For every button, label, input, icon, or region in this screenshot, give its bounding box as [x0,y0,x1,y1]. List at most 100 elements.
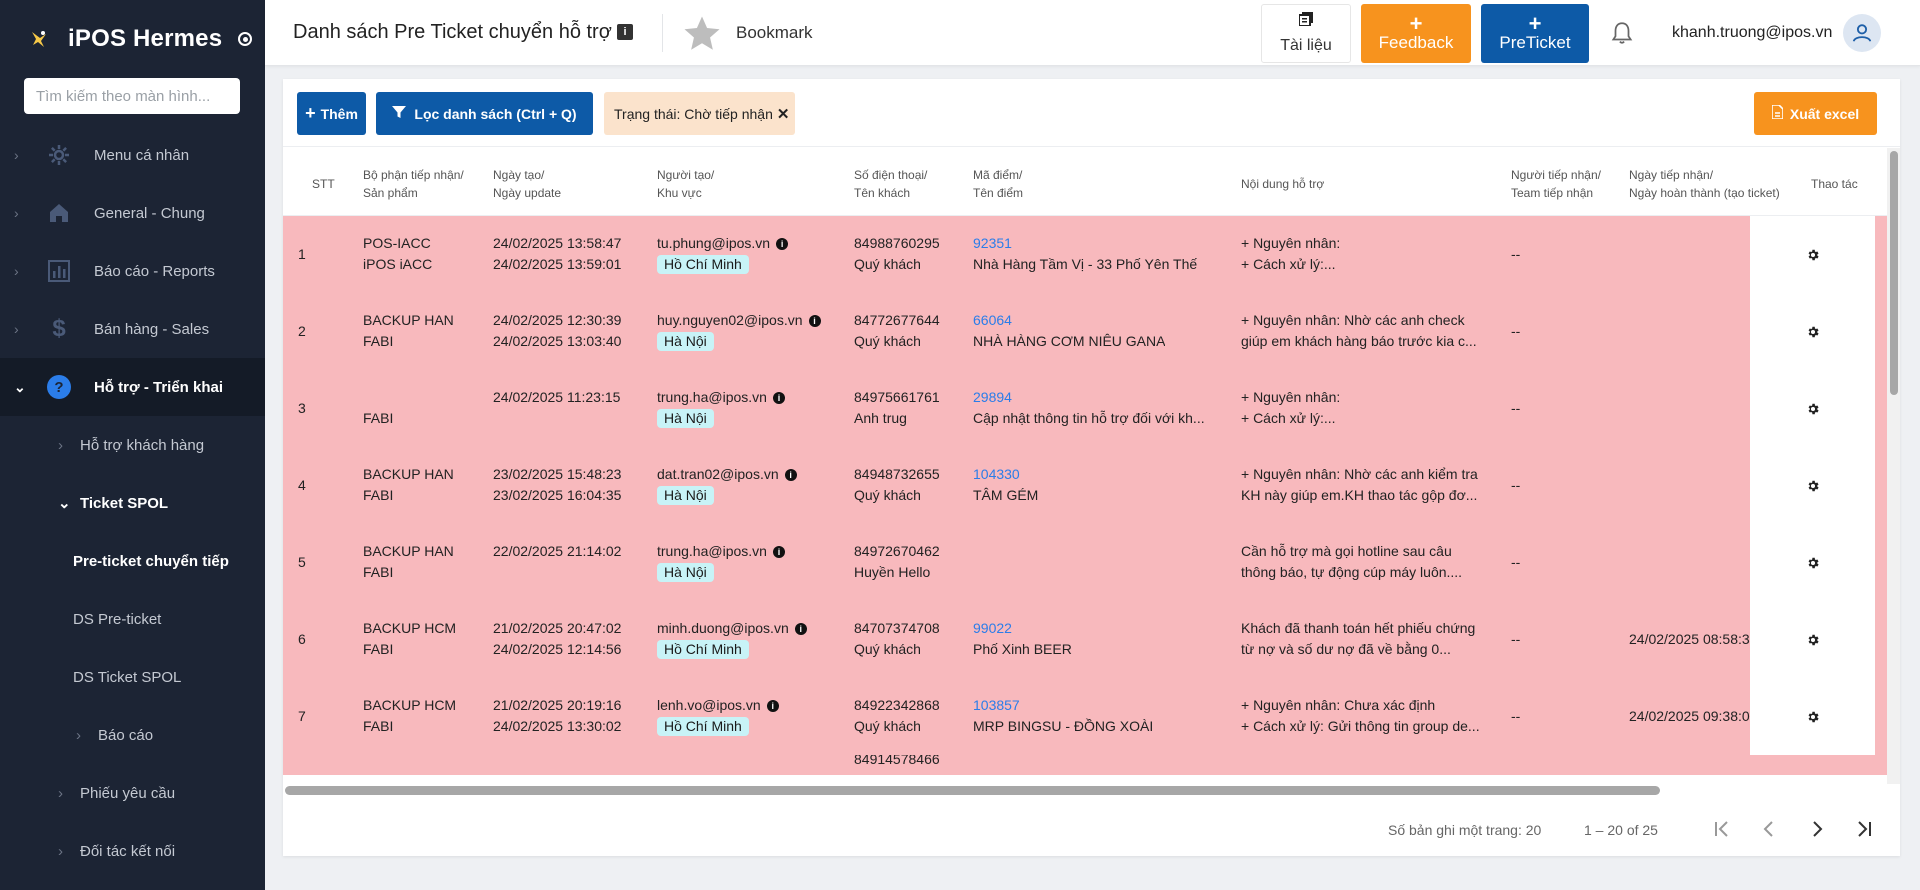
sidebar-item-general[interactable]: › General - Chung [0,184,265,242]
shop-code-link[interactable]: 104330 [973,466,1020,482]
sidebar-item-label: Báo cáo - Reports [94,262,215,280]
gear-icon[interactable] [1806,710,1820,724]
table-row[interactable]: 1 POS-IACC iPOS iACC 24/02/2025 13:58:47 24/… [283,216,1900,293]
last-page-icon[interactable] [1849,814,1879,844]
first-page-icon[interactable] [1707,814,1737,844]
table-row[interactable]: 5 BACKUP HAN FABI 22/02/2025 21:14:02 trung.… [283,524,1900,601]
info-icon[interactable]: i [776,238,789,250]
info-icon[interactable]: i [772,546,785,558]
created-date: 24/02/2025 13:58:47 [493,235,622,251]
dept-name: POS-IACC [363,235,431,251]
cell-dates: 21/02/2025 20:19:16 24/02/2025 13:30:02 [493,695,621,737]
cell-user: trung.ha@ipos.vn i Hà Nội [657,541,785,583]
sidebar-item-pre-ticket-forward[interactable]: Pre-ticket chuyển tiếp [0,532,265,590]
cell-user: lenh.vo@ipos.vn i Hồ Chí Minh [657,695,779,737]
header-done-date[interactable]: Ngày tiếp nhận/Ngày hoàn thành (tạo tick… [1629,166,1780,202]
gear-icon[interactable] [1806,248,1820,262]
gear-icon[interactable] [1806,402,1820,416]
docs-button[interactable]: Tài liệu [1261,4,1351,63]
table-row[interactable]: 4 BACKUP HAN FABI 23/02/2025 15:48:23 23/02/… [283,447,1900,524]
sidebar-item-label: Hỗ trợ - Triển khai [94,378,224,396]
close-icon[interactable]: ✕ [776,105,790,123]
table-header: STT Bộ phận tiếp nhận/Sản phẩm Ngày tạo/… [283,148,1900,216]
customer-name: Quý khách [854,333,921,349]
table-row[interactable]: 7 BACKUP HCM FABI 21/02/2025 20:19:16 24/02/… [283,678,1900,755]
info-icon[interactable]: i [794,623,807,635]
avatar[interactable] [1843,14,1881,52]
export-excel-button[interactable]: Xuất excel [1754,92,1877,135]
bell-icon[interactable] [1609,20,1635,49]
sidebar-item-request-form[interactable]: › Phiếu yêu cầu [0,764,265,822]
info-icon[interactable]: i [784,469,797,481]
sidebar-item-customer-support[interactable]: › Hỗ trợ khách hàng [0,416,265,474]
radio-toggle-icon[interactable] [238,32,253,46]
next-page-icon[interactable] [1802,814,1832,844]
region-badge: Hồ Chí Minh [657,255,749,274]
cell-phone: 84772677644 Quý khách [854,310,940,352]
table-row[interactable]: 2 BACKUP HAN FABI 24/02/2025 12:30:39 24/02/… [283,293,1900,370]
sidebar-item-ds-pre-ticket[interactable]: DS Pre-ticket [0,590,265,648]
user-email[interactable]: khanh.truong@ipos.vn [1672,24,1833,41]
header-content[interactable]: Nội dung hỗ trợ [1241,177,1325,191]
cell-dept: BACKUP HAN FABI [363,541,454,583]
cell-shop: 103857 MRP BINGSU - ĐỒNG XOÀI [973,695,1153,737]
prev-page-icon[interactable] [1754,814,1784,844]
info-icon[interactable]: i [772,392,785,404]
sidebar-item-report[interactable]: › Báo cáo [0,706,265,764]
info-icon[interactable]: i [766,700,779,712]
sidebar-item-personal-menu[interactable]: › Menu cá nhân [0,126,265,184]
table-row[interactable]: 3 FABI 24/02/2025 11:23:15 trung.ha@ipos.vn… [283,370,1900,447]
sidebar-item-partner-connect[interactable]: › Đối tác kết nối [0,822,265,880]
header-receiver[interactable]: Người tiếp nhận/Team tiếp nhận [1511,166,1601,202]
sidebar-item-support-deploy[interactable]: ⌄ ? Hỗ trợ - Triển khai [0,358,265,416]
add-button[interactable]: + Thêm [297,92,366,135]
cell-stt: 1 [298,246,306,262]
sidebar-item-reports[interactable]: › Báo cáo - Reports [0,242,265,300]
shop-code-link[interactable]: 103857 [973,697,1020,713]
brand[interactable]: iPOS Hermes [0,0,265,78]
header-line: Sản phẩm [363,186,418,200]
content-line: + Nguyên nhân: [1241,235,1341,251]
gear-icon[interactable] [1806,325,1820,339]
table-row[interactable]: 6 BACKUP HCM FABI 21/02/2025 20:47:02 24/02/… [283,601,1900,678]
vertical-scrollbar[interactable] [1890,151,1898,395]
status-filter-chip[interactable]: Trạng thái: Chờ tiếp nhận ✕ [604,92,795,135]
header-shop[interactable]: Mã điểm/Tên điểm [973,166,1023,202]
gear-icon[interactable] [1806,556,1820,570]
page-size-label[interactable]: Số bản ghi một trang: 20 [1388,822,1542,838]
sidebar-item-ds-ticket-spol[interactable]: DS Ticket SPOL [0,648,265,706]
plus-icon: + [1528,10,1542,36]
info-icon[interactable]: i [617,24,633,40]
row-action [1750,447,1875,524]
filter-list-button[interactable]: Lọc danh sách (Ctrl + Q) [376,92,593,135]
gear-icon[interactable] [1806,633,1820,647]
shop-code-link[interactable]: 92351 [973,235,1012,251]
feedback-button[interactable]: + Feedback [1361,4,1471,63]
table-row[interactable]: 84914578466 [283,755,1900,775]
header-line: Ngày hoàn thành (tạo ticket) [1629,186,1780,200]
creator-email: huy.nguyen02@ipos.vn [657,312,803,328]
header-date[interactable]: Ngày tạo/Ngày update [493,166,561,202]
shop-code-link[interactable]: 29894 [973,389,1012,405]
preticket-button[interactable]: + PreTicket [1481,4,1589,63]
header-phone[interactable]: Số điện thoại/Tên khách [854,166,927,202]
bookmark-label[interactable]: Bookmark [736,23,813,42]
horizontal-scrollbar[interactable] [285,786,1660,795]
dept-name: BACKUP HAN [363,312,454,328]
header-stt: STT [312,177,335,191]
sidebar-item-sales[interactable]: › $ Bán hàng - Sales [0,300,265,358]
gear-icon[interactable] [1806,479,1820,493]
star-icon[interactable] [681,13,723,58]
content-line: + Cách xử lý:... [1241,256,1336,272]
shop-code-link[interactable]: 66064 [973,312,1012,328]
sidebar-search-input[interactable] [24,78,240,114]
cell-content: Khách đã thanh toán hết phiếu chứng từ nợ… [1241,618,1481,660]
info-icon[interactable]: i [808,315,821,327]
cell-content: + Nguyên nhân: Nhờ các anh check giúp em … [1241,310,1481,352]
header-user[interactable]: Người tạo/Khu vực [657,166,714,202]
sidebar-item-ticket-spol[interactable]: ⌄ Ticket SPOL [0,474,265,532]
header-line: Team tiếp nhận [1511,186,1594,200]
header-dept[interactable]: Bộ phận tiếp nhận/Sản phẩm [363,166,464,202]
shop-code-link[interactable]: 99022 [973,620,1012,636]
chevron-right-icon: › [76,726,81,744]
